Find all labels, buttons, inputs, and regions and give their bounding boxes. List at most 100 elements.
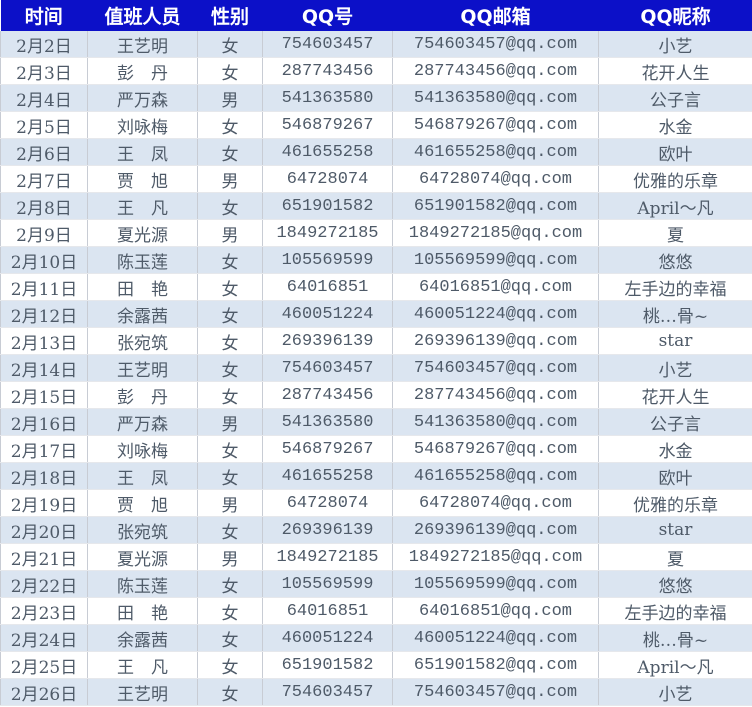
- cell-qq-email[interactable]: 541363580@qq.com: [392, 84, 599, 112]
- cell-qq-email[interactable]: 460051224@qq.com: [392, 300, 599, 328]
- cell-date[interactable]: 2月25日: [0, 651, 88, 679]
- cell-qq-number[interactable]: 541363580: [262, 408, 393, 436]
- cell-qq-number[interactable]: 269396139: [262, 327, 393, 355]
- cell-staff[interactable]: 王 凡: [87, 192, 198, 220]
- cell-qq-number[interactable]: 754603457: [262, 354, 393, 382]
- cell-staff[interactable]: 张宛筑: [87, 327, 198, 355]
- cell-qq-nickname[interactable]: 水金: [598, 435, 752, 463]
- cell-qq-nickname[interactable]: April～凡: [598, 192, 752, 220]
- cell-gender[interactable]: 女: [197, 516, 263, 544]
- cell-qq-number[interactable]: 64728074: [262, 489, 393, 517]
- cell-gender[interactable]: 女: [197, 597, 263, 625]
- cell-qq-nickname[interactable]: 夏: [598, 543, 752, 571]
- cell-qq-email[interactable]: 64728074@qq.com: [392, 165, 599, 193]
- cell-date[interactable]: 2月20日: [0, 516, 88, 544]
- cell-qq-email[interactable]: 651901582@qq.com: [392, 651, 599, 679]
- cell-staff[interactable]: 严万森: [87, 84, 198, 112]
- cell-qq-nickname[interactable]: 花开人生: [598, 57, 752, 85]
- cell-qq-nickname[interactable]: 优雅的乐章: [598, 489, 752, 517]
- cell-staff[interactable]: 余露茜: [87, 624, 198, 652]
- cell-qq-nickname[interactable]: 优雅的乐章: [598, 165, 752, 193]
- cell-date[interactable]: 2月3日: [0, 57, 88, 85]
- cell-gender[interactable]: 男: [197, 219, 263, 247]
- cell-staff[interactable]: 田 艳: [87, 597, 198, 625]
- cell-qq-number[interactable]: 541363580: [262, 84, 393, 112]
- cell-staff[interactable]: 陈玉莲: [87, 570, 198, 598]
- cell-staff[interactable]: 严万森: [87, 408, 198, 436]
- cell-gender[interactable]: 女: [197, 570, 263, 598]
- cell-gender[interactable]: 男: [197, 543, 263, 571]
- cell-staff[interactable]: 王艺明: [87, 678, 198, 706]
- cell-staff[interactable]: 彭 丹: [87, 57, 198, 85]
- cell-date[interactable]: 2月22日: [0, 570, 88, 598]
- cell-qq-email[interactable]: 269396139@qq.com: [392, 516, 599, 544]
- cell-gender[interactable]: 女: [197, 462, 263, 490]
- cell-gender[interactable]: 女: [197, 31, 263, 58]
- cell-staff[interactable]: 夏光源: [87, 219, 198, 247]
- cell-qq-email[interactable]: 546879267@qq.com: [392, 435, 599, 463]
- cell-date[interactable]: 2月6日: [0, 138, 88, 166]
- cell-gender[interactable]: 男: [197, 84, 263, 112]
- cell-date[interactable]: 2月13日: [0, 327, 88, 355]
- cell-qq-email[interactable]: 105569599@qq.com: [392, 246, 599, 274]
- cell-qq-email[interactable]: 541363580@qq.com: [392, 408, 599, 436]
- cell-gender[interactable]: 女: [197, 273, 263, 301]
- cell-qq-number[interactable]: 546879267: [262, 435, 393, 463]
- cell-qq-email[interactable]: 64728074@qq.com: [392, 489, 599, 517]
- cell-qq-nickname[interactable]: 悠悠: [598, 570, 752, 598]
- cell-qq-nickname[interactable]: 公子言: [598, 84, 752, 112]
- cell-gender[interactable]: 女: [197, 57, 263, 85]
- cell-gender[interactable]: 男: [197, 489, 263, 517]
- cell-staff[interactable]: 刘咏梅: [87, 435, 198, 463]
- cell-qq-nickname[interactable]: 小艺: [598, 31, 752, 58]
- cell-date[interactable]: 2月17日: [0, 435, 88, 463]
- cell-qq-number[interactable]: 754603457: [262, 678, 393, 706]
- cell-staff[interactable]: 王 凤: [87, 138, 198, 166]
- cell-date[interactable]: 2月8日: [0, 192, 88, 220]
- cell-date[interactable]: 2月4日: [0, 84, 88, 112]
- cell-date[interactable]: 2月9日: [0, 219, 88, 247]
- cell-staff[interactable]: 王 凡: [87, 651, 198, 679]
- cell-gender[interactable]: 女: [197, 651, 263, 679]
- cell-staff[interactable]: 王 凤: [87, 462, 198, 490]
- cell-gender[interactable]: 女: [197, 624, 263, 652]
- cell-date[interactable]: 2月15日: [0, 381, 88, 409]
- cell-staff[interactable]: 贾 旭: [87, 489, 198, 517]
- cell-qq-email[interactable]: 64016851@qq.com: [392, 273, 599, 301]
- cell-qq-number[interactable]: 105569599: [262, 570, 393, 598]
- cell-gender[interactable]: 女: [197, 435, 263, 463]
- cell-date[interactable]: 2月7日: [0, 165, 88, 193]
- cell-qq-number[interactable]: 460051224: [262, 300, 393, 328]
- cell-qq-number[interactable]: 461655258: [262, 138, 393, 166]
- cell-staff[interactable]: 余露茜: [87, 300, 198, 328]
- cell-staff[interactable]: 夏光源: [87, 543, 198, 571]
- cell-qq-email[interactable]: 1849272185@qq.com: [392, 543, 599, 571]
- cell-qq-nickname[interactable]: 左手边的幸福: [598, 597, 752, 625]
- cell-qq-nickname[interactable]: 水金: [598, 111, 752, 139]
- cell-qq-nickname[interactable]: 欧叶: [598, 462, 752, 490]
- cell-date[interactable]: 2月21日: [0, 543, 88, 571]
- cell-qq-number[interactable]: 287743456: [262, 381, 393, 409]
- cell-qq-nickname[interactable]: star: [598, 327, 752, 355]
- cell-qq-email[interactable]: 64016851@qq.com: [392, 597, 599, 625]
- cell-qq-nickname[interactable]: star: [598, 516, 752, 544]
- cell-qq-email[interactable]: 461655258@qq.com: [392, 138, 599, 166]
- cell-qq-email[interactable]: 754603457@qq.com: [392, 31, 599, 58]
- cell-qq-number[interactable]: 64728074: [262, 165, 393, 193]
- cell-date[interactable]: 2月14日: [0, 354, 88, 382]
- cell-staff[interactable]: 王艺明: [87, 31, 198, 58]
- cell-staff[interactable]: 田 艳: [87, 273, 198, 301]
- cell-qq-number[interactable]: 651901582: [262, 192, 393, 220]
- cell-qq-nickname[interactable]: 小艺: [598, 678, 752, 706]
- cell-qq-number[interactable]: 754603457: [262, 31, 393, 58]
- cell-date[interactable]: 2月2日: [0, 31, 88, 58]
- cell-gender[interactable]: 女: [197, 381, 263, 409]
- cell-qq-number[interactable]: 461655258: [262, 462, 393, 490]
- cell-qq-email[interactable]: 1849272185@qq.com: [392, 219, 599, 247]
- cell-date[interactable]: 2月18日: [0, 462, 88, 490]
- cell-qq-number[interactable]: 64016851: [262, 597, 393, 625]
- cell-staff[interactable]: 张宛筑: [87, 516, 198, 544]
- cell-staff[interactable]: 刘咏梅: [87, 111, 198, 139]
- cell-qq-nickname[interactable]: 小艺: [598, 354, 752, 382]
- cell-date[interactable]: 2月11日: [0, 273, 88, 301]
